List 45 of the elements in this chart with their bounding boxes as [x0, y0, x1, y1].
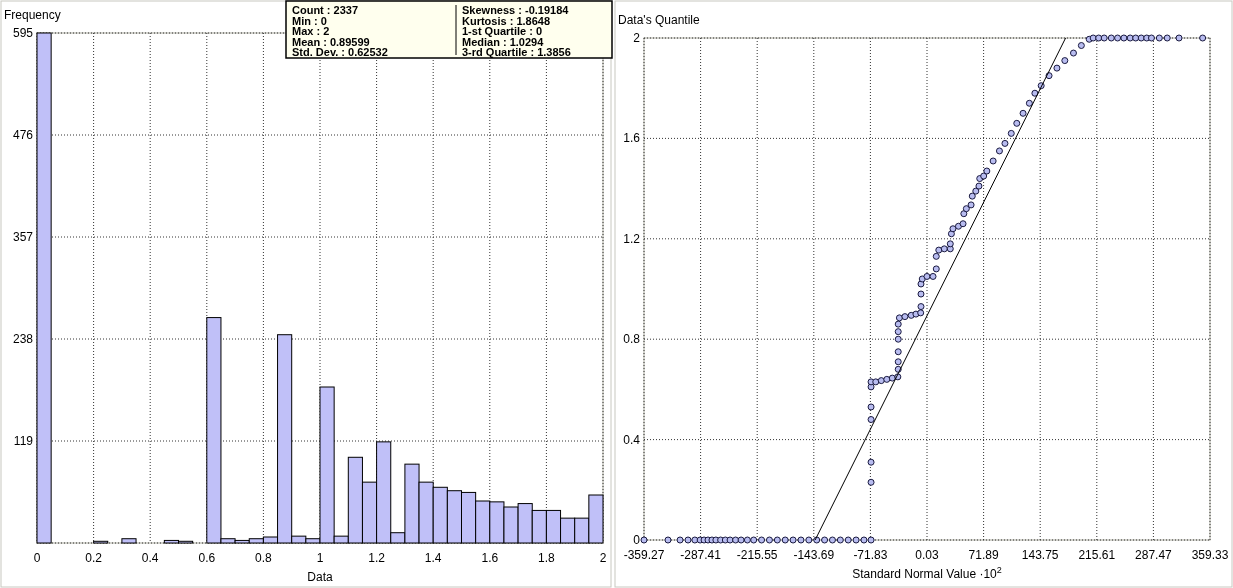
y-tick-label: 1.2	[623, 231, 641, 246]
y-tick-label: 0.4	[623, 432, 641, 447]
y-tick-label: 476	[12, 128, 34, 142]
y-axis-title: Frequency	[4, 8, 61, 22]
annotation: Mean : 0.89599	[292, 35, 370, 48]
y-tick-label: 595	[12, 26, 34, 40]
y-tick-label: 2	[633, 31, 641, 45]
x-tick-label: 1.2	[368, 551, 386, 565]
x-tick-label: 0.03	[915, 548, 939, 562]
text: Skewness : -0.19184	[462, 4, 569, 16]
x-tick-label: 1.8	[538, 551, 556, 565]
x-tick-label: 359.33	[1191, 548, 1229, 562]
x-tick-label: 0.4	[141, 551, 159, 565]
x-tick-label: 287.47	[1135, 548, 1173, 562]
x-tick-label: -71.83	[853, 548, 888, 562]
x-tick-label: 215.61	[1078, 548, 1116, 562]
annotation: 1-st Quartile : 0	[462, 25, 543, 37]
x-tick-label: -215.55	[736, 548, 778, 562]
y-tick-label: 119	[13, 434, 34, 448]
text: Kurtosis : 1.8648	[462, 14, 551, 27]
x-tick-label: -143.69	[793, 548, 835, 562]
x-tick-label: 0.8	[255, 551, 273, 565]
y-tick-label: 0.8	[623, 332, 641, 347]
y-tick-label: 238	[12, 332, 34, 346]
x-tick-label: -359.27	[623, 548, 665, 562]
y-tick-label: 1.6	[623, 131, 641, 146]
text: Min : 0	[292, 14, 327, 27]
x-tick-label: 143.75	[1021, 548, 1059, 562]
x-tick-label: -287.41	[680, 548, 722, 562]
y-tick-label: 357	[12, 230, 34, 244]
y-tick-label: 0	[633, 533, 641, 547]
x-tick-label: 0.6	[198, 551, 216, 565]
x-tick-label: 1.4	[424, 551, 442, 565]
x-tick-label: 2	[599, 551, 607, 565]
x-axis-title: Standard Normal Value ·10$^{2}$	[852, 565, 1002, 581]
x-tick-label: 1	[316, 551, 324, 565]
x-tick-label: 1.6	[481, 551, 499, 565]
annotation: Max : 2	[292, 25, 330, 37]
x-tick-label: 0.2	[85, 551, 103, 565]
text: Count : 2337	[292, 4, 359, 16]
annotation: Std. Dev. : 0.62532	[292, 46, 388, 58]
y-axis-title: Data's Quantile	[618, 13, 700, 27]
x-axis-title: Data	[307, 570, 333, 584]
x-tick-label: 71.89	[968, 548, 999, 562]
annotation: 3-rd Quartile : 1.3856	[462, 46, 571, 58]
